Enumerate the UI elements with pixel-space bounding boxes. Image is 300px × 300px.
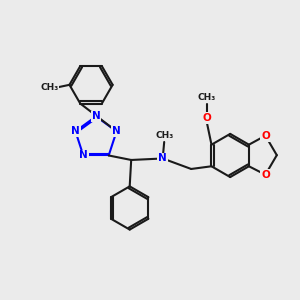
Text: CH₃: CH₃ bbox=[155, 130, 174, 140]
Text: O: O bbox=[202, 113, 211, 123]
Text: N: N bbox=[92, 111, 100, 122]
Text: N: N bbox=[71, 126, 80, 136]
Text: O: O bbox=[261, 170, 270, 180]
Text: CH₃: CH₃ bbox=[198, 93, 216, 102]
Text: N: N bbox=[112, 126, 121, 136]
Text: CH₃: CH₃ bbox=[40, 83, 59, 92]
Text: O: O bbox=[261, 131, 270, 141]
Text: N: N bbox=[79, 151, 88, 160]
Text: N: N bbox=[158, 154, 167, 164]
